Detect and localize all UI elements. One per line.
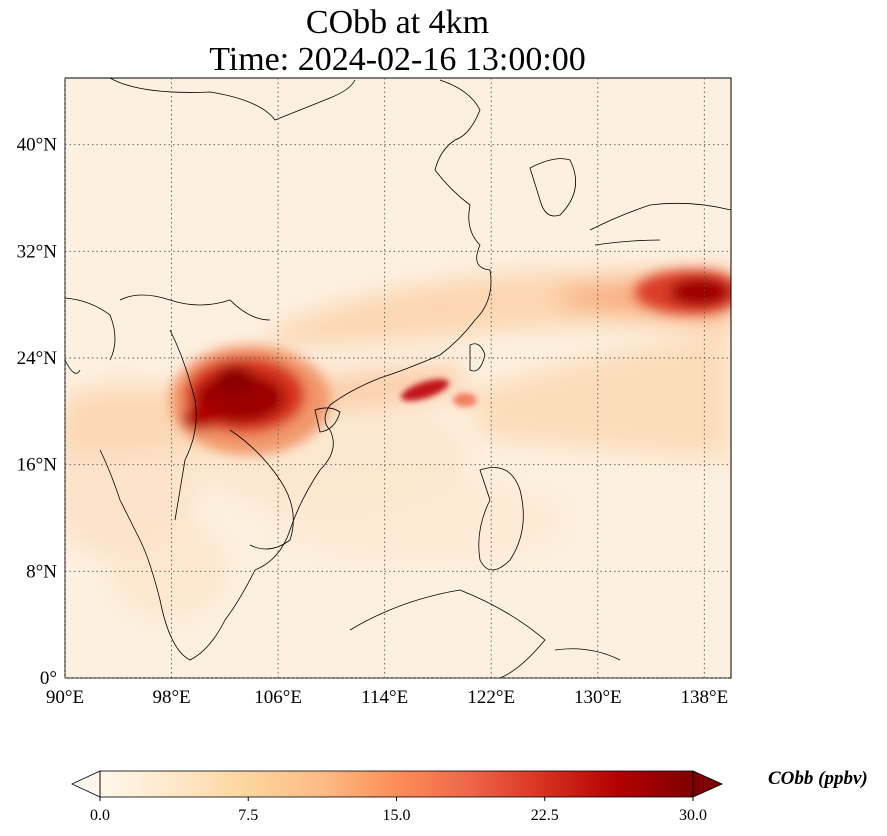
map-title: CObb at 4km: [305, 4, 490, 41]
plume-east-pacific: [635, 270, 731, 314]
concentration-field: [65, 78, 731, 678]
lon-tick-label: 114°E: [361, 687, 408, 708]
colorbar-extend-max: [692, 770, 723, 798]
colorbar-tick-label: 15.0: [383, 807, 411, 824]
colorbar-tick-label: 7.5: [238, 807, 258, 824]
lat-tick-label: 32°N: [17, 241, 58, 262]
lat-tick-label: 24°N: [17, 348, 58, 369]
gridlines: [64, 78, 731, 679]
lon-tick-label: 130°E: [574, 687, 622, 708]
plume-southeast-asia: [170, 345, 330, 455]
colorbar-ticks: 0.0 7.5 15.0 22.5 30.0: [90, 797, 707, 824]
map-subtitle-time: Time: 2024-02-16 13:00:00: [209, 41, 586, 78]
longitude-ticks: 90°E 98°E 106°E 114°E 122°E 130°E 138°E: [46, 687, 728, 708]
lat-tick-label: 40°N: [17, 135, 58, 156]
colorbar-extend-min: [71, 770, 101, 798]
lon-tick-label: 98°E: [152, 687, 190, 708]
colorbar-ramp: [100, 771, 693, 797]
colorbar-tick-label: 0.0: [90, 807, 110, 824]
lat-tick-label: 0°: [40, 668, 57, 689]
lat-tick-label: 16°N: [17, 455, 58, 476]
colorbar-label: CObb (ppbv): [768, 768, 868, 789]
latitude-ticks: 0° 8°N 16°N 24°N 32°N 40°N: [17, 135, 58, 689]
colorbar-tick-label: 22.5: [531, 807, 559, 824]
plume-taiwan-strait: [401, 379, 477, 407]
lon-tick-label: 106°E: [254, 687, 302, 708]
lon-tick-label: 90°E: [46, 687, 84, 708]
colorbar: 0.0 7.5 15.0 22.5 30.0: [71, 770, 723, 824]
lat-tick-label: 8°N: [26, 561, 57, 582]
lon-tick-label: 122°E: [467, 687, 515, 708]
coastlines: [65, 78, 731, 678]
lon-tick-label: 138°E: [681, 687, 729, 708]
colorbar-tick-label: 30.0: [679, 807, 707, 824]
